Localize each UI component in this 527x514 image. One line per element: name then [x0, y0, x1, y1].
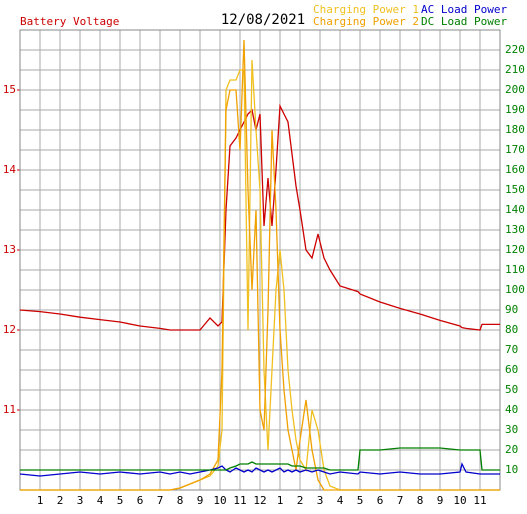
x-tick-label: 3	[77, 494, 84, 507]
y2-tick-label: 150	[505, 183, 525, 196]
y2-tick-label: 90	[505, 303, 518, 316]
y2-tick-label: 10	[505, 463, 518, 476]
x-tick-label: 4	[97, 494, 104, 507]
x-tick-label: 6	[377, 494, 384, 507]
legend-entry: Battery Voltage	[20, 15, 119, 28]
x-tick-label: 10	[453, 494, 466, 507]
x-tick-label: 2	[57, 494, 64, 507]
y2-tick-label: 100	[505, 283, 525, 296]
x-tick-label: 1	[277, 494, 284, 507]
y2-tick-label: 180	[505, 123, 525, 136]
x-tick-label: 8	[177, 494, 184, 507]
x-tick-label: 1	[37, 494, 44, 507]
y2-tick-label: 70	[505, 343, 518, 356]
x-tick-label: 4	[337, 494, 344, 507]
x-tick-label: 10	[213, 494, 226, 507]
series-line	[20, 39, 500, 491]
y2-tick-label: 20	[505, 443, 518, 456]
y2-tick-label: 120	[505, 243, 525, 256]
x-tick-label: 2	[297, 494, 304, 507]
y-tick-label: 12	[3, 323, 16, 336]
y2-tick-label: 210	[505, 63, 525, 76]
y-tick-label: 13	[3, 243, 16, 256]
x-tick-label: 8	[417, 494, 424, 507]
x-tick-label: 11	[233, 494, 246, 507]
y-tick-label: 14	[3, 163, 17, 176]
legend-entry: Charging Power 2	[313, 15, 419, 28]
y2-tick-label: 140	[505, 203, 525, 216]
y-tick-label: 11	[3, 403, 16, 416]
y2-tick-label: 170	[505, 143, 525, 156]
x-tick-label: 7	[397, 494, 404, 507]
chart-title: 12/08/2021	[221, 12, 305, 28]
x-tick-label: 3	[317, 494, 324, 507]
y2-tick-label: 200	[505, 83, 525, 96]
y2-tick-label: 60	[505, 363, 518, 376]
series-line	[19, 462, 500, 477]
y2-tick-label: 110	[505, 263, 525, 276]
x-tick-label: 9	[197, 494, 204, 507]
series-line	[20, 447, 500, 471]
y2-tick-label: 130	[505, 223, 525, 236]
legend-entry: AC Load Power	[421, 3, 507, 16]
y2-tick-label: 160	[505, 163, 525, 176]
x-tick-label: 6	[137, 494, 144, 507]
y2-tick-label: 30	[505, 423, 518, 436]
x-tick-label: 5	[357, 494, 364, 507]
x-tick-label: 5	[117, 494, 124, 507]
y-tick-label: 15	[3, 83, 16, 96]
y2-tick-label: 190	[505, 103, 525, 116]
y2-tick-label: 220	[505, 43, 525, 56]
y2-tick-label: 40	[505, 403, 518, 416]
y2-tick-label: 80	[505, 323, 518, 336]
x-tick-label: 11	[473, 494, 486, 507]
x-tick-label: 7	[157, 494, 164, 507]
legend-entry: Charging Power 1	[313, 3, 419, 16]
plot-frame	[19, 29, 501, 491]
y2-tick-label: 50	[505, 383, 518, 396]
x-tick-label: 9	[437, 494, 444, 507]
legend-entry: DC Load Power	[421, 15, 507, 28]
x-tick-label: 12	[253, 494, 266, 507]
